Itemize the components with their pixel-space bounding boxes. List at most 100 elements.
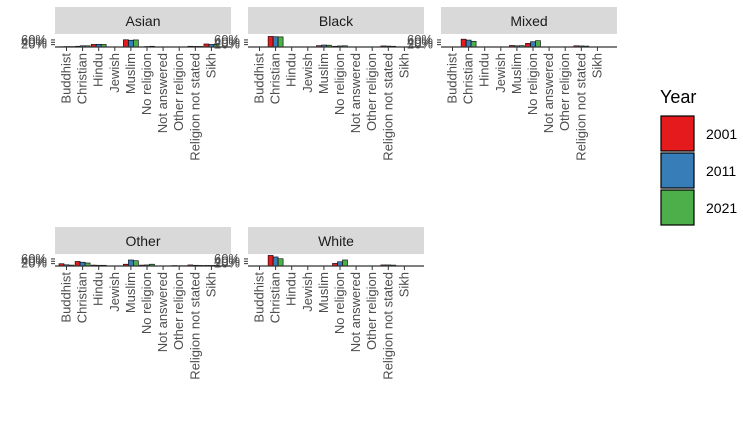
x-tick-label: Not answered xyxy=(348,272,363,352)
bar-2011 xyxy=(337,261,343,267)
x-tick-label: Buddhist xyxy=(252,53,267,104)
y-tick-label: 40% xyxy=(407,34,433,49)
y-tick-label: 20% xyxy=(214,37,240,52)
x-tick-label: Muslim xyxy=(123,272,138,313)
facet-title: White xyxy=(318,233,354,249)
y-tick-label: 40% xyxy=(21,34,47,49)
bar-2011 xyxy=(128,259,134,267)
facet-title: Asian xyxy=(125,13,160,29)
facet-white: White 20%40%60% Buddhist Christian Hindu Jewi… xyxy=(214,227,424,380)
bar-2021 xyxy=(133,39,139,48)
x-tick-label: Buddhist xyxy=(59,272,74,323)
x-tick-label: Sikh xyxy=(589,53,604,78)
facet-mixed: Mixed 20%40%60% Buddhist Christian Hindu Jewi… xyxy=(407,7,617,161)
x-tick-label: Other religion xyxy=(364,53,379,131)
x-tick-label: Religion not stated xyxy=(187,272,202,380)
bar-2021 xyxy=(470,40,477,48)
x-tick-label: Buddhist xyxy=(445,53,460,104)
x-tick-label: Not answered xyxy=(348,53,363,133)
x-tick-label: Other religion xyxy=(364,272,379,350)
x-tick-label: Muslim xyxy=(123,53,138,94)
facet-black: Black 20%40%60% Buddhist Christian Hindu Jewi… xyxy=(214,7,424,161)
y-tick-label: 60% xyxy=(214,251,240,266)
x-tick-label: Religion not stated xyxy=(573,53,588,161)
x-tick-label: Christian xyxy=(268,53,283,104)
bar-2011 xyxy=(128,39,134,48)
y-tick-label: 60% xyxy=(21,32,47,47)
y-tick-label: 60% xyxy=(21,251,47,266)
facet-strip xyxy=(441,7,617,34)
y-tick-label: 20% xyxy=(21,37,47,52)
x-tick-label: Buddhist xyxy=(59,53,74,104)
y-tick-label: 20% xyxy=(214,256,240,271)
facet-title: Mixed xyxy=(510,13,547,29)
facet-asian: Asian 20%40%60% Buddhist Christian Hindu Jewi… xyxy=(21,7,231,161)
bar-2011 xyxy=(530,41,536,48)
x-tick-label: Hindu xyxy=(284,272,299,306)
legend-key-2001 xyxy=(660,115,695,152)
x-tick-label: Hindu xyxy=(91,272,106,306)
facet-other: Other 20%40%60% Buddhist Christian Hindu Jewi… xyxy=(21,227,231,380)
x-tick-label: Not answered xyxy=(155,272,170,352)
bar-2001 xyxy=(267,36,274,48)
legend: Year 2001 2011 2021 xyxy=(660,87,737,226)
legend-key-2011 xyxy=(660,152,695,189)
x-tick-label: Christian xyxy=(268,272,283,323)
x-tick-label: No religion xyxy=(525,53,540,115)
y-tick-label: 60% xyxy=(214,32,240,47)
x-tick-label: Jewish xyxy=(107,272,122,312)
x-tick-label: Christian xyxy=(75,53,90,104)
legend-title: Year xyxy=(660,87,696,107)
y-tick-label: 40% xyxy=(21,253,47,268)
x-tick-label: Christian xyxy=(75,272,90,323)
x-tick-label: Hindu xyxy=(284,53,299,87)
bar-2001 xyxy=(74,261,81,267)
x-tick-label: Sikh xyxy=(396,272,411,297)
x-tick-label: No religion xyxy=(332,272,347,334)
x-tick-label: Not answered xyxy=(541,53,556,133)
bar-2021 xyxy=(277,36,284,48)
x-tick-label: No religion xyxy=(139,272,154,334)
x-tick-label: Hindu xyxy=(477,53,492,87)
x-tick-label: Religion not stated xyxy=(187,53,202,161)
x-tick-label: Hindu xyxy=(91,53,106,87)
x-tick-label: Muslim xyxy=(316,53,331,94)
legend-key-2021 xyxy=(660,189,695,226)
facet-title: Black xyxy=(319,13,354,29)
x-tick-label: Other religion xyxy=(557,53,572,131)
facet-strip xyxy=(248,227,424,254)
facet-strip xyxy=(55,7,231,34)
bar-2001 xyxy=(460,38,467,48)
x-tick-label: No religion xyxy=(139,53,154,115)
x-tick-label: Religion not stated xyxy=(380,272,395,380)
bar-2011 xyxy=(465,39,472,48)
x-tick-label: Muslim xyxy=(316,272,331,313)
x-tick-label: Jewish xyxy=(300,272,315,312)
bar-2021 xyxy=(133,260,139,267)
x-tick-label: Jewish xyxy=(493,53,508,93)
x-tick-label: Buddhist xyxy=(252,272,267,323)
facet-strip xyxy=(248,7,424,34)
x-tick-label: Jewish xyxy=(107,53,122,93)
legend-label: 2001 xyxy=(706,126,737,142)
y-tick-label: 60% xyxy=(407,32,433,47)
bar-2001 xyxy=(267,255,274,267)
bar-2021 xyxy=(277,258,284,267)
legend-label: 2011 xyxy=(706,163,736,179)
x-tick-label: Sikh xyxy=(203,272,218,297)
bar-2011 xyxy=(272,36,279,48)
x-tick-label: Other religion xyxy=(171,53,186,131)
facet-title: Other xyxy=(125,233,160,249)
y-tick-label: 20% xyxy=(21,256,47,271)
legend-label: 2021 xyxy=(706,200,737,216)
x-tick-label: Sikh xyxy=(396,53,411,78)
bar-2021 xyxy=(535,40,541,48)
x-tick-label: No religion xyxy=(332,53,347,115)
bar-2011 xyxy=(272,256,279,267)
facet-strip xyxy=(55,227,231,254)
x-tick-label: Muslim xyxy=(509,53,524,94)
bar-2001 xyxy=(123,39,129,48)
x-tick-label: Religion not stated xyxy=(380,53,395,161)
y-tick-label: 20% xyxy=(407,37,433,52)
x-tick-label: Christian xyxy=(461,53,476,104)
